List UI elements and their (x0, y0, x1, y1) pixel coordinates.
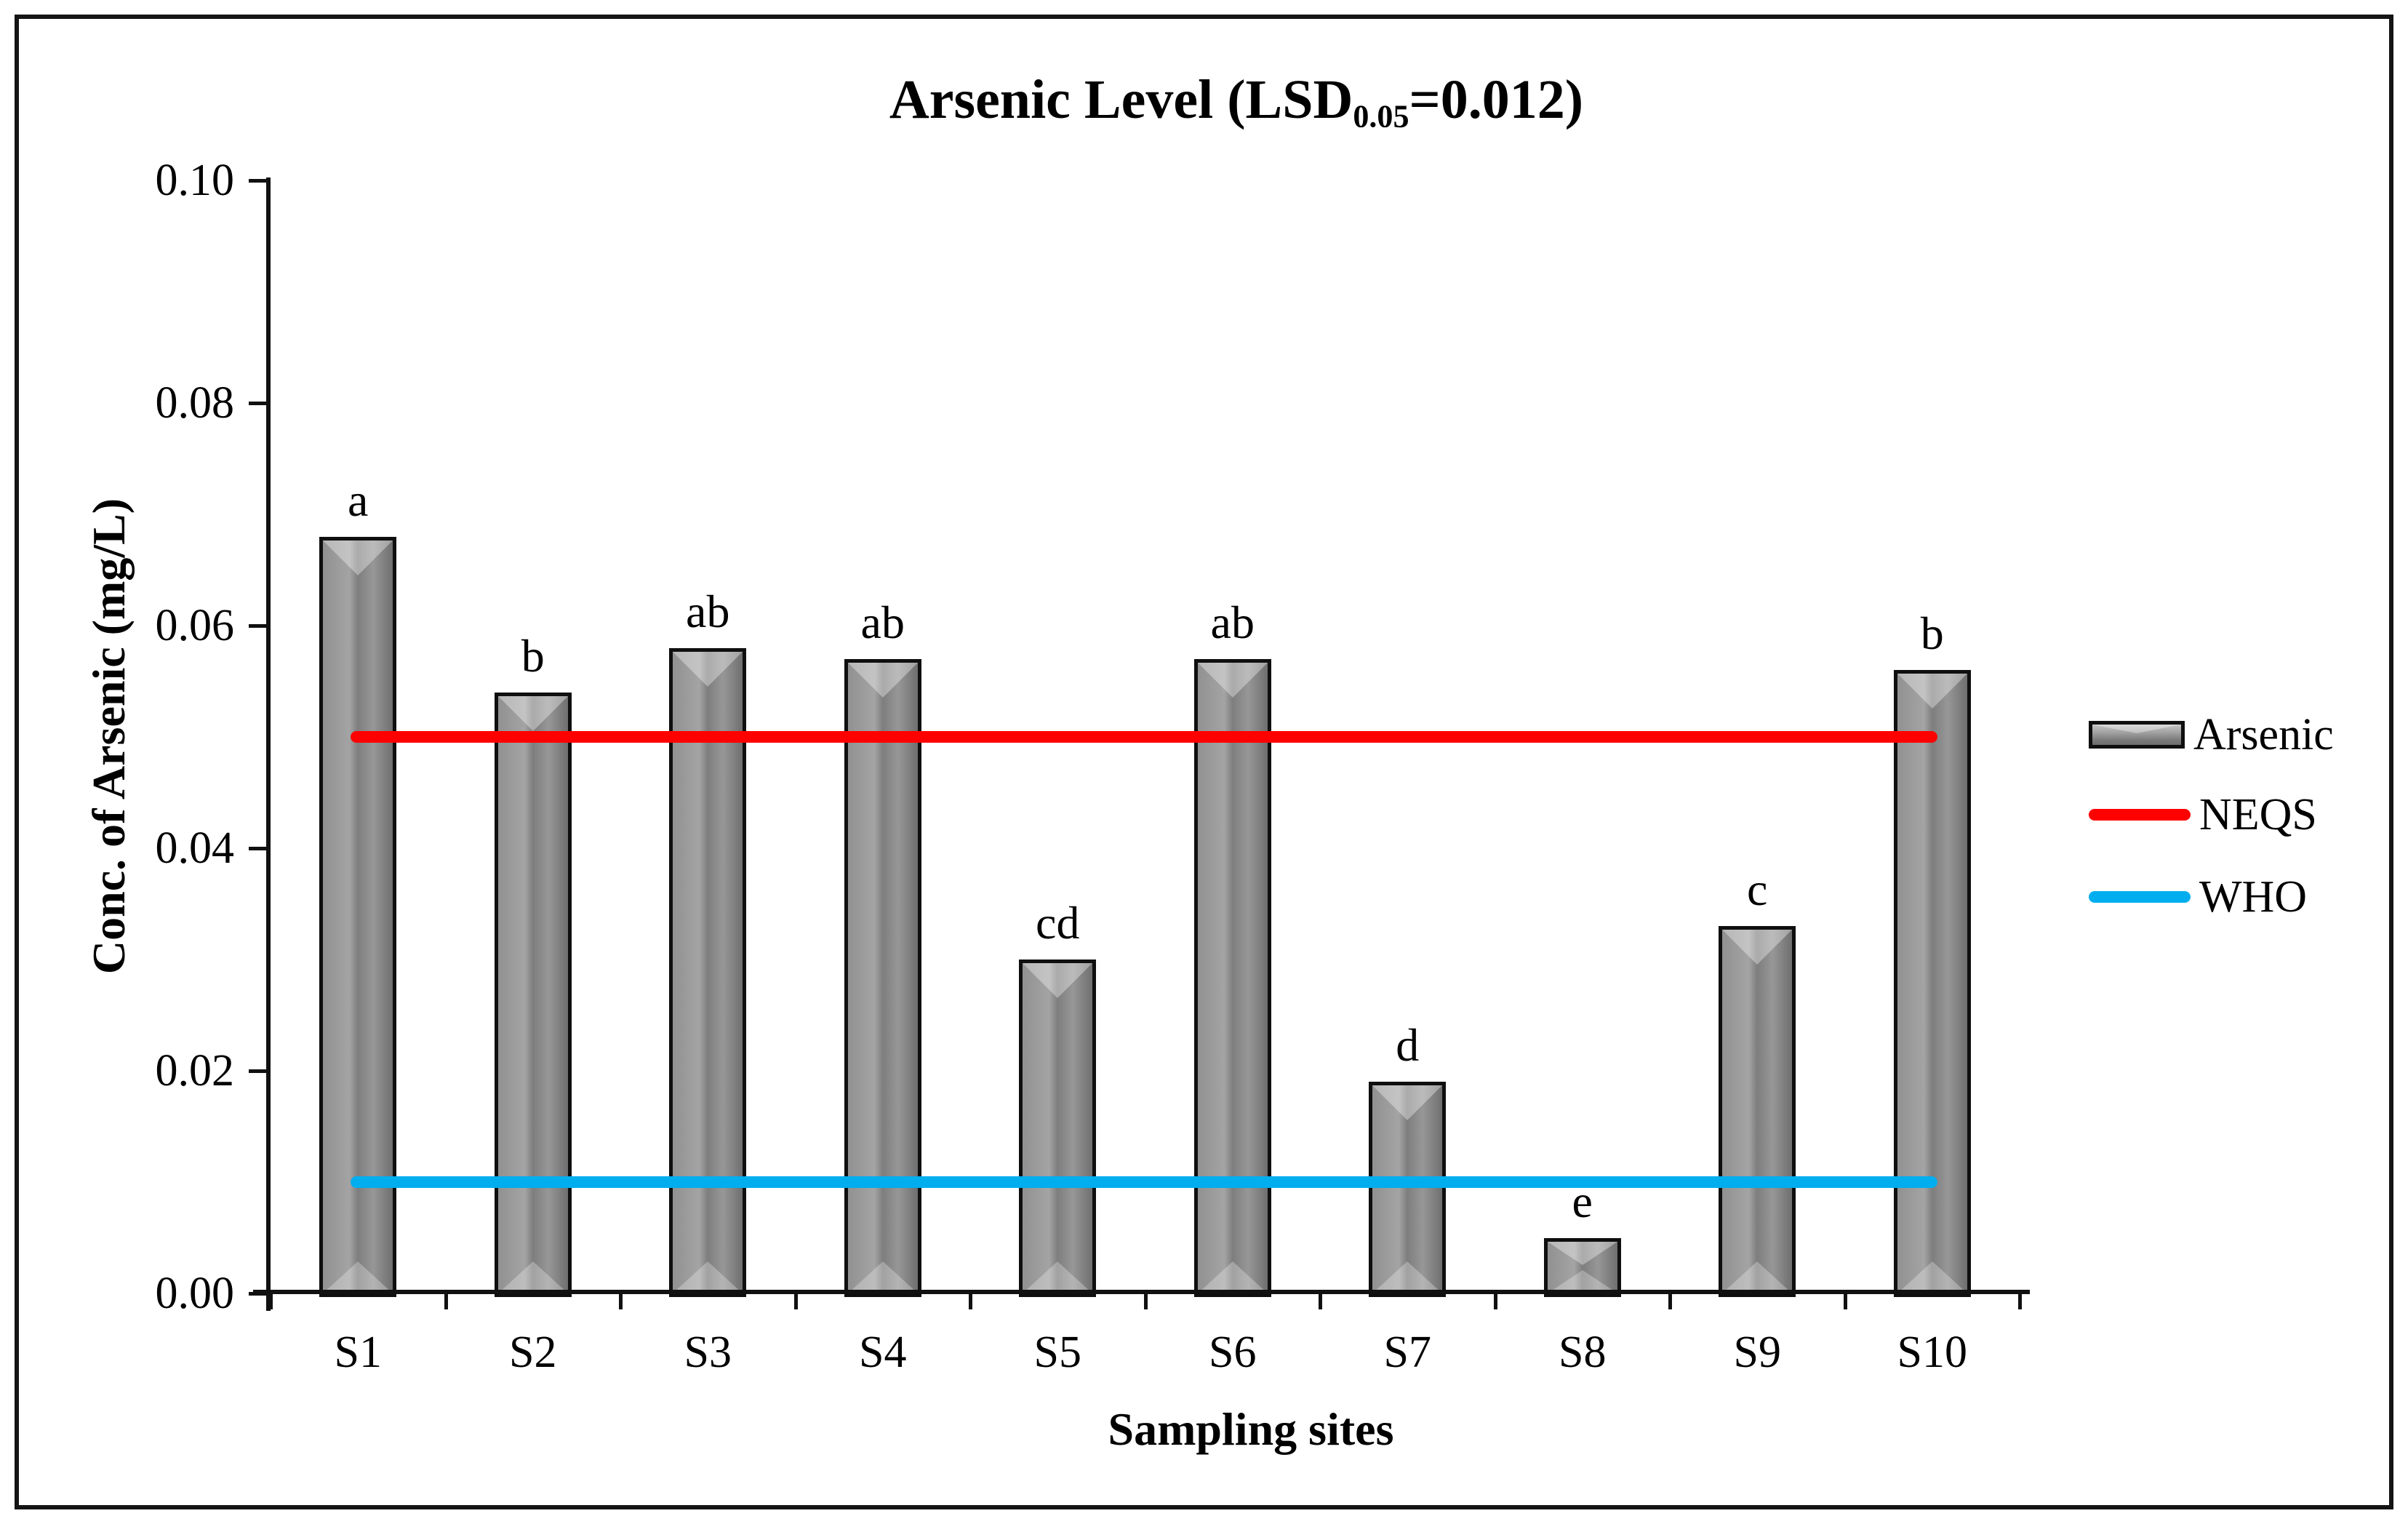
bar-significance-label: e (1572, 1175, 1593, 1227)
chart-title-subscript: 0.05 (1353, 98, 1409, 135)
x-axis-line (253, 1290, 2030, 1294)
y-axis-tick-label: 0.06 (155, 601, 235, 650)
x-axis-tick (1143, 1293, 1148, 1309)
legend-item-arsenic: Arsenic (2089, 709, 2334, 760)
bar-bevel-top (673, 651, 743, 687)
bar-significance-label: b (1920, 607, 1944, 660)
bar-bevel-bottom (1547, 1270, 1617, 1293)
bar-significance-label: cd (1036, 897, 1080, 949)
chart-title-suffix: =0.012) (1409, 69, 1584, 130)
x-category-label: S5 (1033, 1328, 1081, 1377)
legend-line-swatch-neqs (2089, 809, 2191, 821)
bar-significance-label: d (1396, 1019, 1420, 1072)
x-axis-title: Sampling sites (1108, 1403, 1394, 1455)
x-category-label: S3 (684, 1328, 732, 1377)
y-axis-tick (249, 402, 268, 405)
bar-bevel-bottom (847, 1261, 918, 1293)
x-category-label: S7 (1383, 1328, 1431, 1377)
bar-significance-label: ab (686, 585, 730, 637)
bar-s1 (319, 536, 397, 1297)
y-axis-tick-label: 0.04 (155, 823, 235, 873)
bar-s3 (669, 647, 747, 1297)
x-category-label: S9 (1733, 1328, 1781, 1377)
x-axis-tick (793, 1293, 798, 1309)
figure-border-frame (15, 15, 2393, 1509)
x-axis-tick (269, 1293, 273, 1309)
y-axis-tick (249, 1069, 268, 1073)
x-category-label: S2 (509, 1328, 557, 1377)
legend-item-label: Arsenic (2193, 710, 2334, 759)
bar-s8 (1543, 1237, 1621, 1297)
legend-item-label: WHO (2199, 872, 2308, 922)
bar-bevel-top (1372, 1085, 1443, 1121)
bar-bevel-bottom (673, 1261, 743, 1293)
bar-significance-label: ab (1210, 596, 1255, 648)
x-category-label: S8 (1559, 1328, 1607, 1377)
bar-bevel-bottom (1722, 1261, 1793, 1293)
bar-bevel-bottom (497, 1261, 568, 1293)
bar-significance-label: c (1747, 863, 1768, 916)
x-category-label: S10 (1897, 1328, 1967, 1377)
bar-s5 (1019, 960, 1097, 1297)
x-axis-tick (619, 1293, 623, 1309)
bar-significance-label: ab (860, 596, 905, 648)
bar-bevel-top (1547, 1241, 1617, 1265)
y-axis-tick-label: 0.02 (155, 1046, 235, 1096)
bar-bevel-bottom (1197, 1261, 1268, 1293)
bar-s6 (1193, 658, 1271, 1297)
y-axis-tick (249, 624, 268, 628)
x-axis-tick (444, 1293, 448, 1309)
y-axis-tick-label: 0.10 (155, 156, 235, 205)
reference-line-who (351, 1176, 1937, 1188)
y-axis-tick (249, 847, 268, 850)
bar-bevel-top (1023, 963, 1093, 998)
chart-title-text: Arsenic Level (LSD (889, 69, 1353, 130)
legend-item-label: NEQS (2199, 790, 2317, 839)
bar-bevel-bottom (1372, 1261, 1443, 1293)
legend-item-neqs: NEQS (2089, 789, 2317, 840)
bar-s10 (1893, 670, 1971, 1297)
x-axis-tick (1843, 1293, 1847, 1309)
bar-bevel-top (497, 695, 568, 731)
bar-bevel-bottom (1023, 1261, 1093, 1293)
y-axis-tick (249, 1292, 268, 1296)
bar-bevel-bottom (1897, 1261, 1967, 1293)
bar-s4 (844, 658, 921, 1297)
legend-bar-swatch (2089, 721, 2185, 749)
legend-line-swatch-who (2089, 891, 2191, 903)
bar-bevel-top (1897, 674, 1967, 709)
bar-s7 (1369, 1082, 1447, 1297)
x-axis-tick (1493, 1293, 1497, 1309)
bar-s2 (494, 692, 572, 1297)
x-axis-tick (2018, 1293, 2022, 1309)
legend-swatch-bevel (2092, 725, 2181, 733)
legend-item-who: WHO (2089, 871, 2307, 922)
y-axis-tick-label: 0.00 (155, 1269, 235, 1318)
x-category-label: S1 (334, 1328, 382, 1377)
x-axis-tick (1668, 1293, 1672, 1309)
bar-s9 (1719, 926, 1796, 1297)
chart-title: Arsenic Level (LSD0.05=0.012) (727, 69, 1745, 135)
x-category-label: S6 (1209, 1328, 1257, 1377)
y-axis-line (266, 177, 271, 1311)
x-axis-tick (1319, 1293, 1322, 1309)
bar-bevel-top (323, 540, 393, 575)
bar-significance-label: a (348, 474, 369, 526)
y-axis-tick-label: 0.08 (155, 378, 235, 428)
bar-significance-label: b (521, 629, 545, 682)
bar-bevel-top (1722, 930, 1793, 965)
x-category-label: S4 (859, 1328, 907, 1377)
x-axis-tick (969, 1293, 972, 1309)
y-axis-tick (249, 179, 268, 183)
bar-bevel-top (847, 662, 918, 698)
bar-bevel-top (1197, 662, 1268, 698)
bar-bevel-bottom (323, 1261, 393, 1293)
reference-line-neqs (351, 731, 1937, 743)
